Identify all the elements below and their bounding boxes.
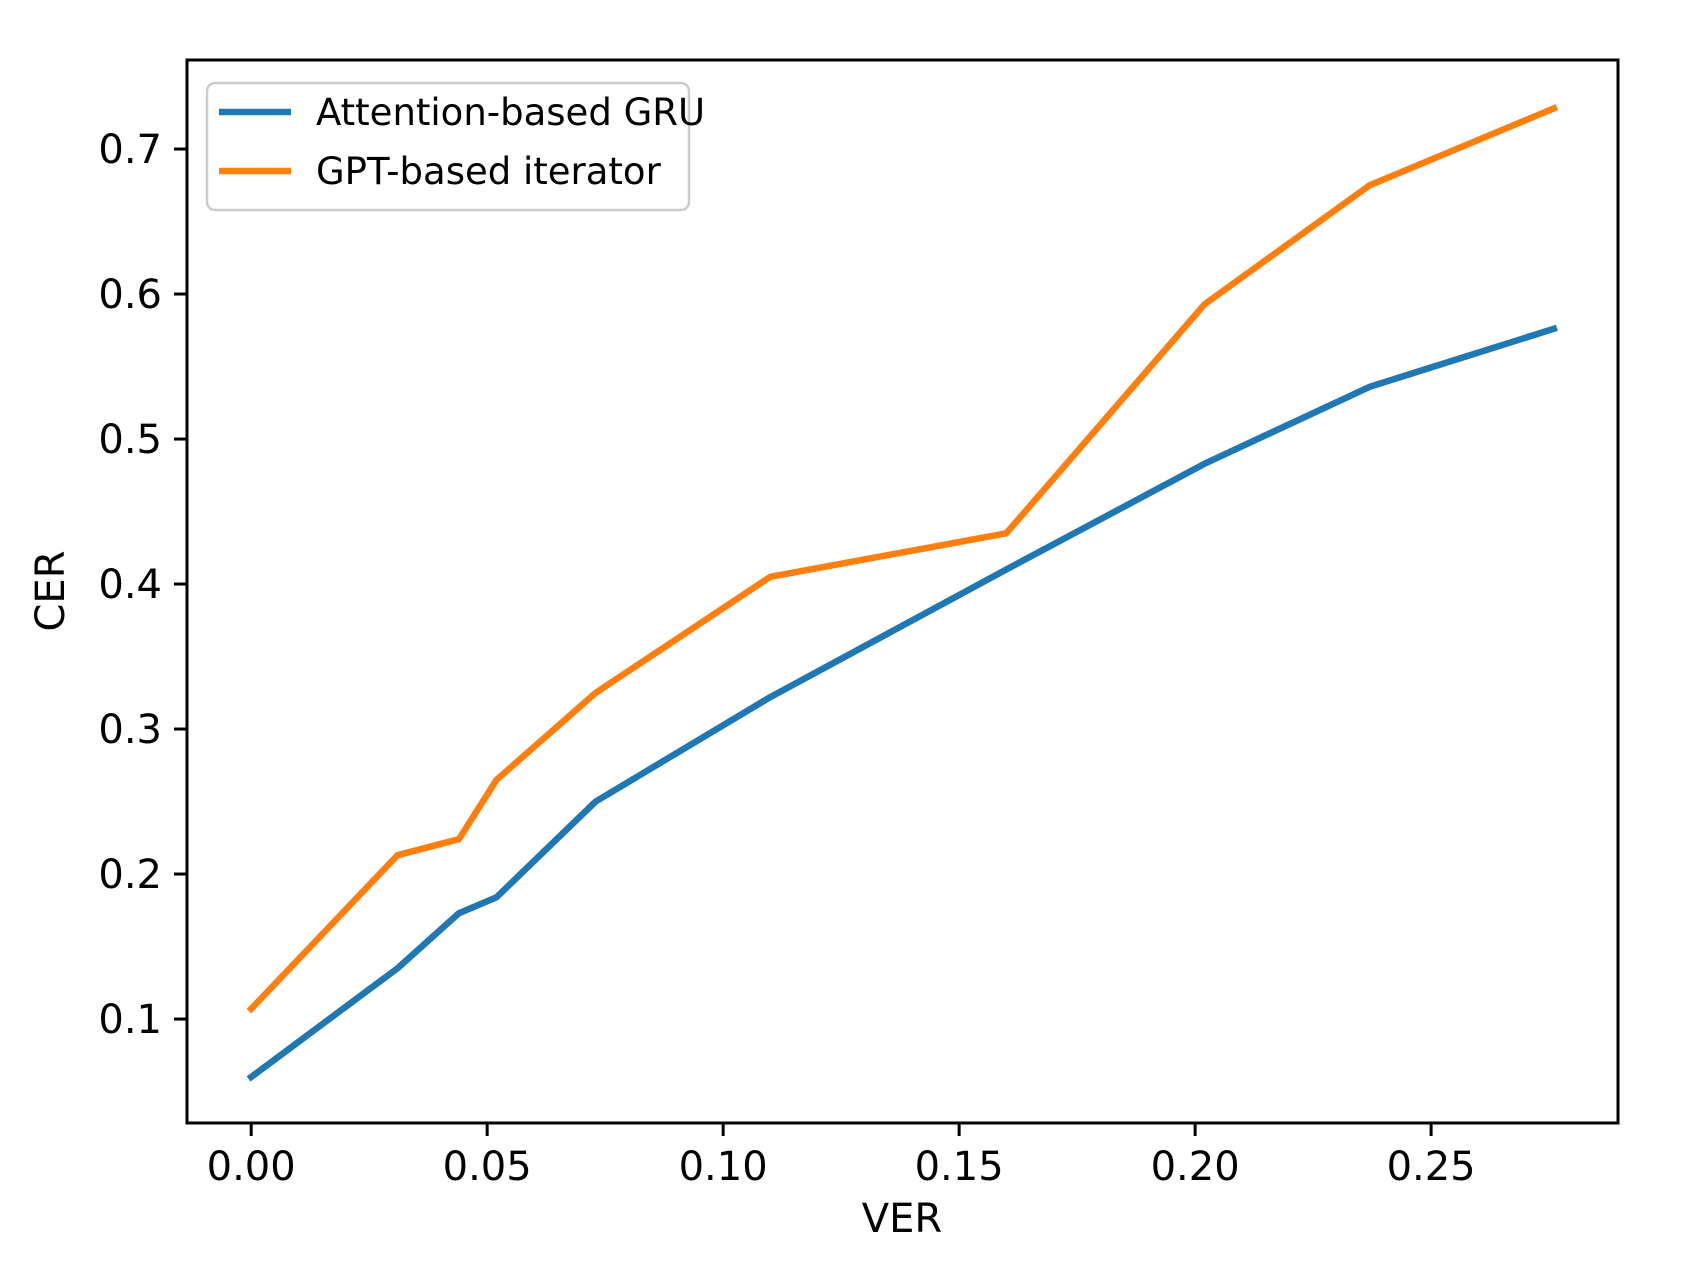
y-tick-label: 0.7 (98, 127, 162, 173)
axes: 0.00 0.05 0.10 0.15 0.20 0.25 0.1 0.2 0.3 0.4 0.5 0… (98, 58, 1620, 1190)
y-tick-label: 0.2 (98, 852, 162, 898)
x-tick-label: 0.05 (443, 1144, 532, 1190)
legend-label-orange: GPT-based iterator (316, 150, 662, 193)
y-tick-label: 0.5 (98, 417, 162, 463)
series-line-1 (246, 104, 1559, 1014)
plot-area (246, 104, 1559, 1082)
y-tick-label: 0.6 (98, 272, 162, 318)
y-tick-label: 0.4 (98, 562, 162, 608)
series-line-0 (246, 324, 1558, 1082)
legend: Attention-based GRU GPT-based iterator (205, 81, 705, 212)
x-tick-label: 0.20 (1151, 1144, 1240, 1190)
y-axis-label: CER (28, 551, 74, 632)
plot-spines (185, 58, 1620, 1125)
legend-box (205, 81, 691, 212)
x-tick-label: 0.15 (915, 1144, 1004, 1190)
x-tick-label: 0.00 (207, 1144, 296, 1190)
y-tick-label: 0.3 (98, 707, 162, 753)
x-tick-label: 0.10 (679, 1144, 768, 1190)
y-tick-label: 0.1 (98, 997, 162, 1043)
x-axis-label: VER (862, 1196, 942, 1242)
legend-label-blue: Attention-based GRU (316, 91, 705, 134)
x-tick-label: 0.25 (1387, 1144, 1476, 1190)
